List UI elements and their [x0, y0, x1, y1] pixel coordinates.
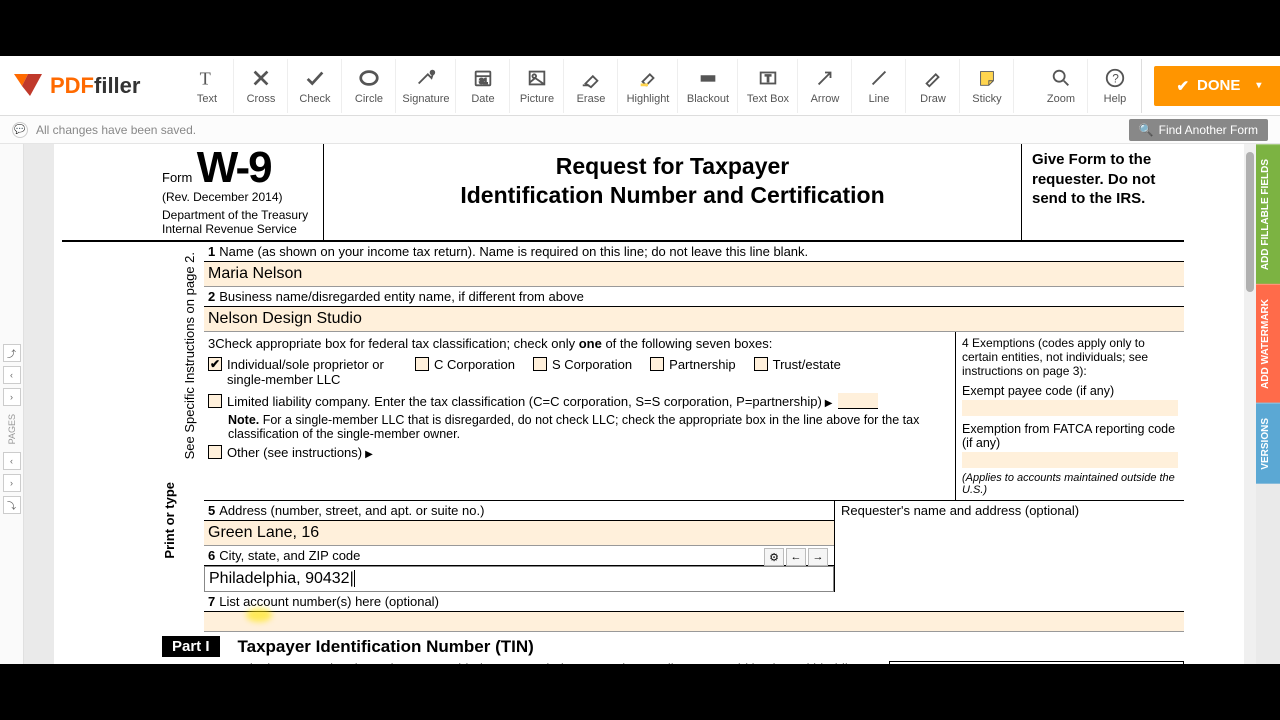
statusbar: 💬 All changes have been saved. 🔍 Find An…	[0, 116, 1280, 144]
tool-blackout[interactable]: Blackout	[678, 59, 738, 113]
checkbox-scorp[interactable]: S Corporation	[533, 357, 632, 372]
tool-signature[interactable]: Signature	[396, 59, 456, 113]
find-another-form-button[interactable]: 🔍 Find Another Form	[1129, 119, 1268, 141]
line7-label: 7List account number(s) here (optional)	[204, 592, 1184, 612]
exempt-payee-input[interactable]	[962, 400, 1178, 416]
form-give-text: Give Form to the requester. Do not send …	[1022, 144, 1184, 240]
tool-sticky[interactable]: Sticky	[960, 59, 1014, 113]
line2-input[interactable]: Nelson Design Studio	[204, 307, 1184, 332]
line2-label: 2Business name/disregarded entity name, …	[204, 287, 1184, 307]
page-first-button[interactable]: ⤴	[3, 344, 21, 362]
checkbox-trust[interactable]: Trust/estate	[754, 357, 841, 372]
tool-cross[interactable]: Cross	[234, 59, 288, 113]
exempt-fatca-input[interactable]	[962, 452, 1178, 468]
page-prev-button[interactable]: ‹	[3, 452, 21, 470]
llc-note: Note. For a single-member LLC that is di…	[228, 413, 951, 441]
line5-input[interactable]: Green Lane, 16	[204, 521, 834, 546]
topbar: PDFfiller TText Cross Check Circle Signa…	[0, 56, 1280, 116]
tab-versions[interactable]: VERSIONS	[1256, 403, 1280, 484]
svg-text:31: 31	[479, 76, 487, 85]
form-page: Form W-9 (Rev. December 2014) Department…	[54, 144, 1250, 664]
svg-text:T: T	[765, 73, 771, 83]
requester-section: Requester's name and address (optional)	[834, 501, 1184, 592]
tool-erase[interactable]: Erase	[564, 59, 618, 113]
tool-draw[interactable]: Draw	[906, 59, 960, 113]
tool-arrow[interactable]: Arrow	[798, 59, 852, 113]
line1-input[interactable]: Maria Nelson	[204, 262, 1184, 287]
tool-textbox[interactable]: TText Box	[738, 59, 798, 113]
part1-header: Part I Taxpayer Identification Number (T…	[162, 636, 1184, 657]
line7-input[interactable]	[204, 612, 1184, 632]
right-tabs: ADD FILLABLE FIELDS ADD WATERMARK VERSIO…	[1256, 144, 1280, 484]
document-area: Form W-9 (Rev. December 2014) Department…	[24, 144, 1280, 664]
line6-label: 6City, state, and ZIP code ⚙ ← →	[204, 546, 834, 566]
checkbox-llc[interactable]: Limited liability company. Enter the tax…	[208, 394, 833, 409]
logo-icon	[12, 72, 44, 100]
page-down-button[interactable]: ›	[3, 474, 21, 492]
tool-zoom[interactable]: Zoom	[1034, 59, 1088, 113]
tool-circle[interactable]: Circle	[342, 59, 396, 113]
tab-fillable-fields[interactable]: ADD FILLABLE FIELDS	[1256, 144, 1280, 284]
tool-help[interactable]: ?Help	[1088, 59, 1142, 113]
tool-check[interactable]: Check	[288, 59, 342, 113]
logo[interactable]: PDFfiller	[12, 72, 140, 100]
field-settings-button[interactable]: ⚙	[764, 548, 784, 566]
line4-section: 4 Exemptions (codes apply only to certai…	[956, 332, 1184, 500]
page-last-button[interactable]: ⤵	[3, 496, 21, 514]
line1-label: 1Name (as shown on your income tax retur…	[204, 242, 1184, 262]
field-prev-button[interactable]: ←	[786, 548, 806, 566]
side-instructions: Print or type See Specific Instructions …	[162, 242, 204, 664]
checkbox-individual[interactable]: Individual/sole proprietor or single-mem…	[208, 357, 397, 387]
logo-text: PDFfiller	[50, 73, 140, 99]
tool-picture[interactable]: Picture	[510, 59, 564, 113]
status-message: All changes have been saved.	[36, 123, 196, 137]
tool-text[interactable]: TText	[180, 59, 234, 113]
ssn-box: Social security number – –	[889, 661, 1184, 664]
workspace: ⤴ ‹ › PAGES ‹ › ⤵ Form W-9 (Rev. Decembe…	[0, 144, 1280, 664]
part1-text: Enter your TIN in the appropriate box. T…	[162, 661, 889, 664]
checkbox-ccorp[interactable]: C Corporation	[415, 357, 515, 372]
field-next-button[interactable]: →	[808, 548, 828, 566]
field-toolbar: ⚙ ← →	[764, 548, 828, 566]
pages-label: PAGES	[7, 414, 17, 444]
line5-label: 5Address (number, street, and apt. or su…	[204, 501, 834, 521]
llc-classification-input[interactable]	[838, 393, 878, 409]
form-header-left: Form W-9 (Rev. December 2014) Department…	[162, 144, 324, 240]
tab-watermark[interactable]: ADD WATERMARK	[1256, 284, 1280, 403]
page-next-button[interactable]: ›	[3, 388, 21, 406]
page-up-button[interactable]: ‹	[3, 366, 21, 384]
line6-input[interactable]: Philadelphia, 90432|	[204, 566, 834, 592]
done-button[interactable]: ✔ DONE	[1154, 66, 1280, 106]
form-title: Request for TaxpayerIdentification Numbe…	[324, 144, 1022, 240]
cursor-highlight	[246, 608, 272, 622]
tool-date[interactable]: 31Date	[456, 59, 510, 113]
left-page-rail: ⤴ ‹ › PAGES ‹ › ⤵	[0, 144, 24, 664]
tool-line[interactable]: Line	[852, 59, 906, 113]
checkbox-other[interactable]: Other (see instructions)	[208, 445, 373, 460]
status-icon: 💬	[12, 122, 28, 138]
scrollbar[interactable]	[1244, 144, 1256, 664]
svg-text:?: ?	[1112, 71, 1119, 85]
checkbox-partnership[interactable]: Partnership	[650, 357, 735, 372]
toolbar: TText Cross Check Circle Signature 31Dat…	[180, 59, 1142, 113]
svg-text:T: T	[200, 68, 211, 88]
tool-highlight[interactable]: Highlight	[618, 59, 678, 113]
line3-section: 3Check appropriate box for federal tax c…	[204, 332, 956, 500]
